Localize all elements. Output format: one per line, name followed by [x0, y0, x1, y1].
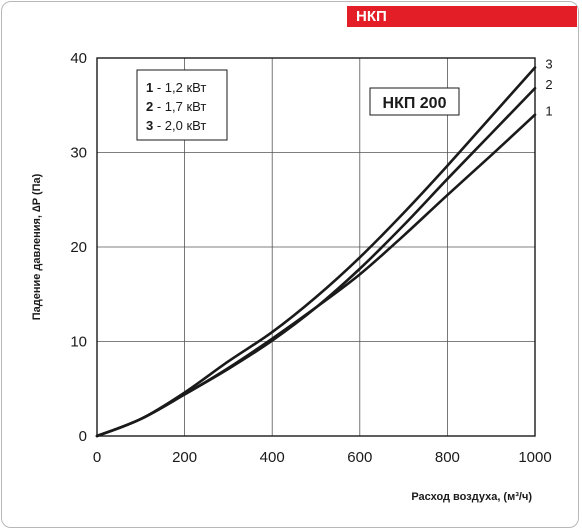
legend-entry-1: 1 - 1,2 кВт — [146, 80, 206, 95]
curve-1 — [95, 113, 537, 438]
x-tick-label: 1000 — [518, 449, 551, 466]
x-tick-label: 200 — [172, 449, 197, 466]
curve-3 — [95, 66, 537, 438]
y-tick-label: 0 — [79, 428, 87, 445]
x-tick-label: 800 — [435, 449, 460, 466]
y-tick-label: 20 — [70, 239, 87, 256]
curve-labels: 1 2 3 — [545, 56, 552, 118]
curve-label-2: 2 — [545, 77, 552, 92]
y-tick-label: 10 — [70, 334, 87, 351]
y-axis-label: Падение давления, ∆P (Па) — [31, 173, 43, 320]
curves — [95, 66, 537, 438]
legend-box — [136, 69, 228, 141]
model-label-box: НКП 200 — [369, 87, 460, 116]
y-tick-label: 30 — [70, 145, 87, 162]
legend-entry-3: 3 - 2,0 кВт — [146, 118, 206, 133]
model-label: НКП 200 — [383, 95, 447, 112]
legend: 1 - 1,2 кВт 2 - 1,7 кВт 3 - 2,0 кВт — [136, 69, 228, 141]
product-badge: НКП — [347, 6, 577, 27]
grid — [97, 58, 535, 436]
plot-border — [96, 57, 536, 437]
x-tick-label: 0 — [93, 449, 101, 466]
model-label-frame — [369, 87, 460, 116]
y-tick-label: 40 — [70, 50, 87, 67]
legend-entry-2: 2 - 1,7 кВт — [146, 99, 206, 114]
x-tick-label: 400 — [260, 449, 285, 466]
tick-labels: 0 200 400 600 800 1000 0 10 20 30 40 — [70, 50, 551, 466]
curve-label-1: 1 — [545, 104, 552, 119]
x-tick-label: 600 — [347, 449, 372, 466]
curve-label-3: 3 — [545, 56, 552, 71]
x-axis-label: Расход воздуха, (м³/ч) — [411, 491, 532, 503]
